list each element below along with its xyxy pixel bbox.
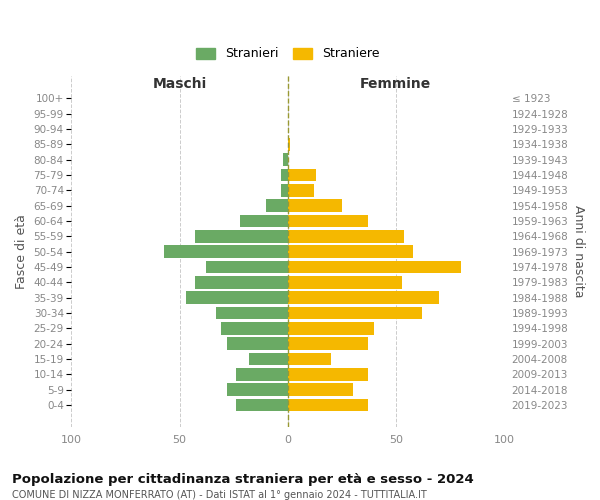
Legend: Stranieri, Straniere: Stranieri, Straniere bbox=[192, 44, 383, 64]
Bar bbox=[287, 230, 404, 242]
Bar bbox=[195, 276, 287, 288]
Bar bbox=[164, 246, 287, 258]
Bar bbox=[281, 184, 287, 196]
Y-axis label: Anni di nascita: Anni di nascita bbox=[572, 206, 585, 298]
Bar bbox=[236, 368, 287, 380]
Bar bbox=[287, 353, 331, 366]
Bar bbox=[287, 276, 403, 288]
Bar bbox=[287, 138, 290, 150]
Bar bbox=[287, 200, 342, 212]
Bar bbox=[283, 154, 287, 166]
Bar bbox=[206, 261, 287, 274]
Bar bbox=[287, 169, 316, 181]
Text: Maschi: Maschi bbox=[152, 76, 206, 90]
Bar bbox=[240, 215, 287, 228]
Text: Femmine: Femmine bbox=[360, 76, 431, 90]
Bar bbox=[287, 399, 368, 411]
Bar bbox=[287, 307, 422, 320]
Bar bbox=[287, 246, 413, 258]
Bar bbox=[266, 200, 287, 212]
Bar bbox=[287, 261, 461, 274]
Bar bbox=[287, 338, 368, 350]
Bar bbox=[287, 184, 314, 196]
Bar bbox=[249, 353, 287, 366]
Bar bbox=[287, 215, 368, 228]
Bar bbox=[217, 307, 287, 320]
Text: Popolazione per cittadinanza straniera per età e sesso - 2024: Popolazione per cittadinanza straniera p… bbox=[12, 472, 474, 486]
Y-axis label: Fasce di età: Fasce di età bbox=[15, 214, 28, 289]
Bar bbox=[195, 230, 287, 242]
Bar bbox=[227, 338, 287, 350]
Text: COMUNE DI NIZZA MONFERRATO (AT) - Dati ISTAT al 1° gennaio 2024 - TUTTITALIA.IT: COMUNE DI NIZZA MONFERRATO (AT) - Dati I… bbox=[12, 490, 427, 500]
Bar bbox=[281, 169, 287, 181]
Bar bbox=[236, 399, 287, 411]
Bar bbox=[287, 384, 353, 396]
Bar bbox=[287, 368, 368, 380]
Bar bbox=[186, 292, 287, 304]
Bar bbox=[287, 292, 439, 304]
Bar bbox=[227, 384, 287, 396]
Bar bbox=[221, 322, 287, 334]
Bar bbox=[287, 322, 374, 334]
